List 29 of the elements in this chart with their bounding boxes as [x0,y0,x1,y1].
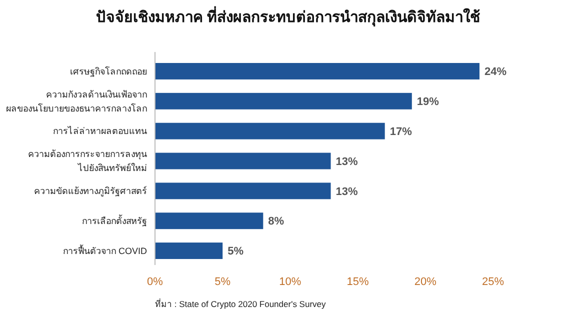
data-label: 8% [268,216,284,228]
x-tick-label: 15% [346,276,370,288]
y-tick-label: เศรษฐกิจโลกถดถอย [70,66,147,78]
x-tick-label: 0% [147,276,164,288]
y-tick-label: การเลือกตั้งสหรัฐ [82,214,147,228]
bar [155,92,412,110]
y-tick-label: ความต้องการกระจายการลงทุน ไปยังสินทรัพย์ใหม่ [28,149,147,174]
y-tick-label: ความขัดแย้งทางภูมิรัฐศาสตร์ [34,185,147,198]
bar [155,212,264,230]
x-tick-label: 25% [482,276,504,288]
bar [155,182,331,200]
text: ที่มา : State of Crypto 2020 Founder's Survey [155,298,327,309]
chart-title: ปัจจัยเชิงมหภาค ที่ส่งผลกระทบต่อการนำสกุลเงินดิจิทัลมาใช้ [96,6,480,27]
y-tick-label: การไล่ล่าหาผลตอบแทน [53,126,147,136]
x-tick-label: 10% [279,276,302,288]
bar [155,122,385,140]
data-label: 17% [390,126,412,138]
bar [155,152,331,170]
data-label: 13% [336,156,358,168]
data-label: 24% [484,66,507,78]
x-tick-label: 5% [214,276,231,288]
y-tick-label: การฟื้นตัวจาก COVID [62,244,148,256]
bar [155,242,223,260]
bar [155,62,480,80]
y-tick-label: ความกังวลด้านเงินเฟ้อจาก ผลของนโยบายของธนาคารกลางโลก [6,89,147,114]
data-label: 19% [416,96,440,108]
data-label: 13% [336,186,358,198]
x-tick-label: 20% [414,276,437,288]
data-label: 5% [228,246,244,258]
